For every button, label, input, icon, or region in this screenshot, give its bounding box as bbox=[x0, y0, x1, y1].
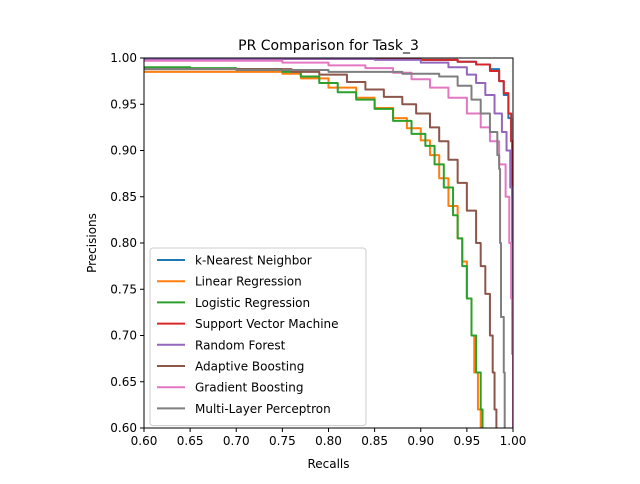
x-tick-label: 0.90 bbox=[407, 434, 434, 448]
x-tick-label: 0.60 bbox=[131, 434, 158, 448]
y-tick-label: 0.90 bbox=[110, 144, 137, 158]
chart-title: PR Comparison for Task_3 bbox=[238, 38, 419, 54]
y-tick-label: 0.85 bbox=[110, 190, 137, 204]
y-axis-label: Precisions bbox=[85, 213, 99, 273]
series-layer bbox=[144, 58, 513, 428]
x-axis: 0.60 0.65 0.70 0.75 0.80 0.85 0.90 0.95 1.00 bbox=[131, 428, 527, 448]
y-tick-label: 1.00 bbox=[110, 51, 137, 65]
y-axis: 0.60 0.65 0.70 0.75 0.80 0.85 0.90 0.95 1.00 bbox=[110, 51, 144, 435]
legend-label-multi-layer-perceptron: Multi-Layer Perceptron bbox=[195, 402, 331, 416]
legend-label-support-vector-machine: Support Vector Machine bbox=[195, 317, 339, 331]
legend-label-adaptive-boosting: Adaptive Boosting bbox=[195, 360, 304, 374]
x-tick-label: 0.75 bbox=[269, 434, 296, 448]
y-tick-label: 0.80 bbox=[110, 236, 137, 250]
y-tick-label: 0.70 bbox=[110, 329, 137, 343]
series-line-random-forest bbox=[144, 58, 513, 428]
legend-label-linear-regression: Linear Regression bbox=[195, 275, 302, 289]
y-tick-label: 0.60 bbox=[110, 421, 137, 435]
legend-label-k-nearest-neighbor: k-Nearest Neighbor bbox=[195, 254, 312, 268]
legend-label-gradient-boosting: Gradient Boosting bbox=[195, 381, 303, 395]
series-line-gradient-boosting bbox=[144, 59, 513, 428]
series-line-multi-layer-perceptron bbox=[144, 68, 506, 428]
y-tick-label: 0.65 bbox=[110, 375, 137, 389]
legend-label-random-forest: Random Forest bbox=[195, 338, 286, 352]
x-tick-label: 0.80 bbox=[315, 434, 342, 448]
y-tick-label: 0.95 bbox=[110, 97, 137, 111]
series-line-adaptive-boosting bbox=[144, 68, 498, 428]
x-tick-label: 1.00 bbox=[500, 434, 527, 448]
x-tick-label: 0.70 bbox=[223, 434, 250, 448]
x-tick-label: 0.65 bbox=[177, 434, 204, 448]
legend: k-Nearest Neighbor Linear Regression Logis… bbox=[149, 247, 367, 427]
y-tick-label: 0.75 bbox=[110, 282, 137, 296]
x-tick-label: 0.95 bbox=[454, 434, 481, 448]
x-axis-label: Recalls bbox=[307, 457, 349, 471]
x-tick-label: 0.85 bbox=[361, 434, 388, 448]
legend-box bbox=[149, 247, 367, 427]
legend-label-logistic-regression: Logistic Regression bbox=[195, 296, 310, 310]
